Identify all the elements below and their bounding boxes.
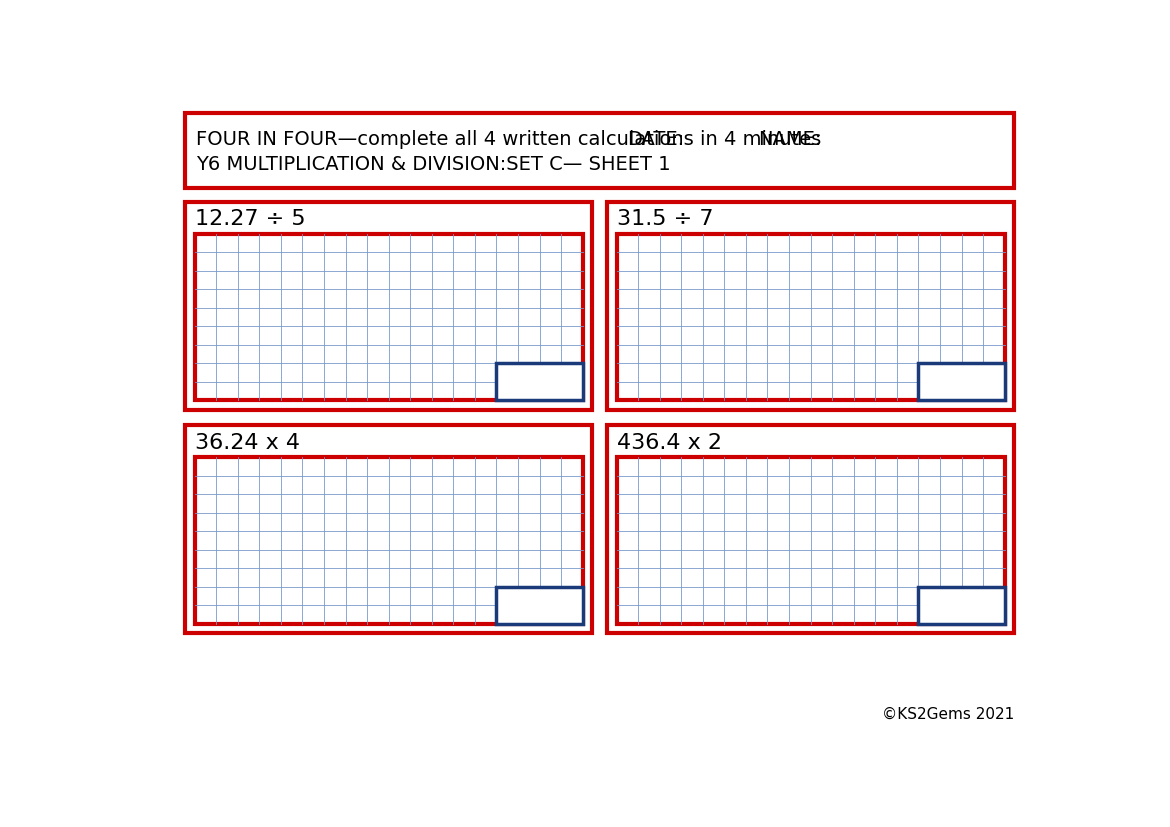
Bar [185, 202, 592, 409]
Bar [607, 425, 1014, 633]
Text: 12.27 ÷ 5: 12.27 ÷ 5 [194, 209, 305, 229]
Bar [496, 586, 583, 624]
Bar [617, 234, 1005, 400]
Bar [607, 202, 1014, 409]
Text: Y6 MULTIPLICATION & DIVISION:SET C— SHEET 1: Y6 MULTIPLICATION & DIVISION:SET C— SHEE… [197, 155, 670, 174]
Bar [194, 234, 583, 400]
Bar [194, 457, 583, 624]
Bar [496, 363, 583, 400]
Bar [918, 363, 1005, 400]
Text: DATE:: DATE: [627, 130, 684, 149]
Bar [617, 457, 1005, 624]
Bar [185, 113, 1014, 188]
Bar [185, 425, 592, 633]
Text: 436.4 x 2: 436.4 x 2 [617, 433, 722, 452]
Text: 36.24 x 4: 36.24 x 4 [194, 433, 300, 452]
Text: ©KS2Gems 2021: ©KS2Gems 2021 [882, 707, 1014, 722]
Text: 31.5 ÷ 7: 31.5 ÷ 7 [617, 209, 713, 229]
Text: FOUR IN FOUR—complete all 4 written calculations in 4 minutes: FOUR IN FOUR—complete all 4 written calc… [197, 130, 821, 149]
Bar [918, 586, 1005, 624]
Text: NAME:: NAME: [758, 130, 821, 149]
